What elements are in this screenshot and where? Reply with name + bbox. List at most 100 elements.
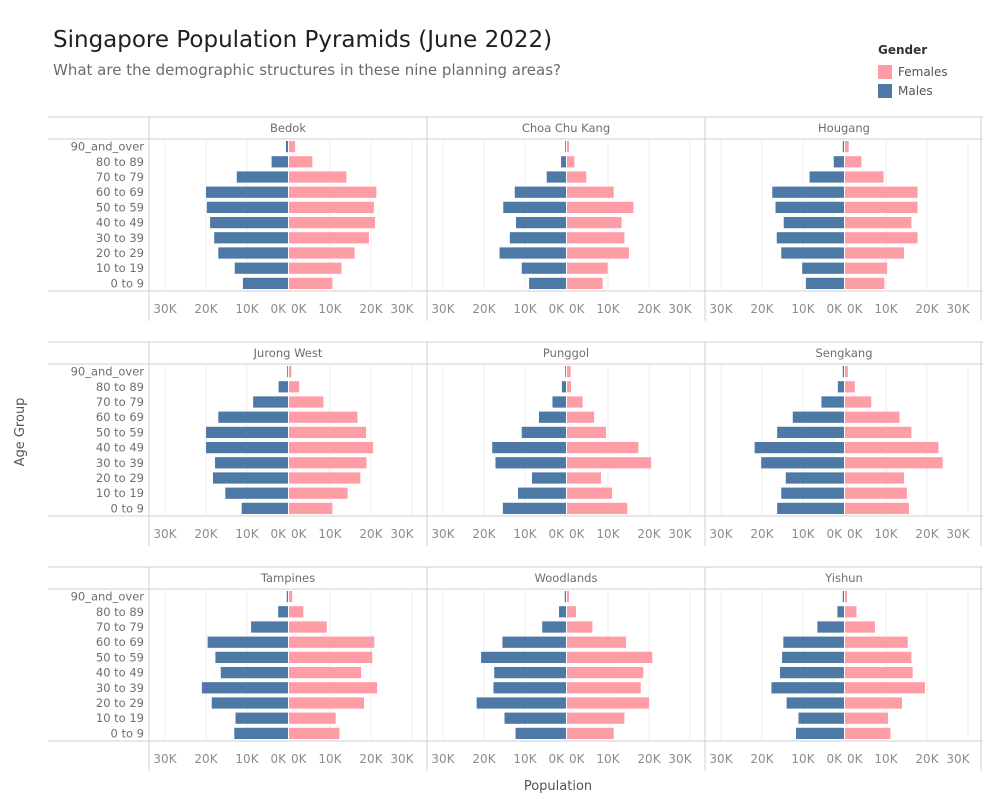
x-tick-label: 0K xyxy=(291,527,308,541)
bar-female xyxy=(567,232,625,244)
bar-male xyxy=(234,727,288,740)
x-tick-label: 30K xyxy=(431,302,455,316)
bar-male xyxy=(515,216,566,229)
bar-female xyxy=(845,140,849,153)
age-group-label: 20 to 29 xyxy=(96,246,144,260)
bar-male xyxy=(538,411,566,423)
age-group-label: 30 to 39 xyxy=(96,231,144,245)
legend-label-females: Females xyxy=(898,64,948,79)
bar-male xyxy=(225,487,288,499)
x-tick-label: 0K xyxy=(270,527,287,541)
legend-item-females[interactable]: Females xyxy=(878,62,948,81)
bar-female xyxy=(567,171,587,183)
bar-male xyxy=(206,186,288,198)
bar-male xyxy=(761,457,844,469)
x-tick-label: 30K xyxy=(946,302,970,316)
panel-title-woodlands: Woodlands xyxy=(535,571,598,585)
panel-title-tampines: Tampines xyxy=(260,571,315,585)
bar-female xyxy=(845,426,912,439)
bar-female xyxy=(567,381,572,393)
bar-female xyxy=(845,201,918,214)
bar-female xyxy=(567,712,625,724)
bar-male xyxy=(564,590,566,603)
bar-female xyxy=(289,712,336,724)
bar-female xyxy=(567,590,570,603)
x-axis-title: Population xyxy=(524,779,592,794)
bar-male xyxy=(278,381,288,393)
x-tick-label: 10K xyxy=(513,527,537,541)
x-tick-label: 0K xyxy=(847,752,864,766)
bar-male xyxy=(521,262,566,274)
age-group-label: 60 to 69 xyxy=(96,185,144,199)
chart-title: Singapore Population Pyramids (June 2022… xyxy=(53,27,553,53)
bar-female xyxy=(845,682,925,694)
bar-female xyxy=(289,727,340,740)
age-group-label: 80 to 89 xyxy=(96,380,144,394)
age-group-label: 40 to 49 xyxy=(96,666,144,680)
bar-female xyxy=(845,472,905,484)
bar-male xyxy=(775,201,844,214)
bar-female xyxy=(845,171,884,183)
bar-male xyxy=(754,441,844,454)
bar-female xyxy=(289,590,293,603)
bar-female xyxy=(289,682,378,694)
bar-male xyxy=(809,171,844,183)
bar-male xyxy=(842,365,844,378)
bar-male xyxy=(783,216,844,229)
bar-male xyxy=(559,606,566,618)
age-group-label: 0 to 9 xyxy=(111,501,145,515)
bar-female xyxy=(289,186,377,198)
bar-female xyxy=(845,247,905,259)
x-tick-label: 10K xyxy=(874,752,898,766)
bar-female xyxy=(845,396,872,408)
age-group-label: 90_and_over xyxy=(71,365,145,379)
x-tick-label: 0K xyxy=(548,752,565,766)
bar-female xyxy=(289,247,355,259)
age-group-label: 90_and_over xyxy=(71,590,145,604)
bar-male xyxy=(781,247,844,259)
bar-male xyxy=(561,381,566,393)
x-tick-label: 0K xyxy=(569,527,586,541)
bar-male xyxy=(780,666,844,679)
bar-female xyxy=(289,396,324,408)
bar-male xyxy=(837,606,844,618)
age-group-label: 60 to 69 xyxy=(96,635,144,649)
bar-female xyxy=(845,487,907,499)
panel-title-bedok: Bedok xyxy=(270,121,306,135)
age-group-label: 50 to 59 xyxy=(96,200,144,214)
bar-female xyxy=(567,411,595,423)
bar-male xyxy=(215,457,288,469)
x-tick-label: 10K xyxy=(791,302,815,316)
bar-female xyxy=(289,216,376,229)
x-tick-label: 20K xyxy=(194,302,218,316)
x-tick-label: 10K xyxy=(235,527,259,541)
x-tick-label: 30K xyxy=(431,752,455,766)
legend-label-males: Males xyxy=(898,83,933,98)
x-tick-label: 20K xyxy=(472,752,496,766)
chart-subtitle: What are the demographic structures in t… xyxy=(53,61,562,79)
x-tick-label: 10K xyxy=(235,752,259,766)
panel-title-jurong-west: Jurong West xyxy=(253,346,323,360)
bar-female xyxy=(845,381,855,393)
bar-female xyxy=(567,426,606,439)
bar-female xyxy=(845,186,918,198)
bar-female xyxy=(567,277,603,290)
x-tick-label: 30K xyxy=(668,302,692,316)
bar-male xyxy=(212,472,288,484)
bar-male xyxy=(521,426,566,439)
bar-male xyxy=(235,712,288,724)
legend-item-males[interactable]: Males xyxy=(878,81,948,100)
x-tick-label: 20K xyxy=(637,527,661,541)
x-tick-label: 20K xyxy=(915,302,939,316)
bar-male xyxy=(842,590,844,603)
age-group-label: 40 to 49 xyxy=(96,441,144,455)
bar-male xyxy=(565,365,566,378)
bar-female xyxy=(567,262,608,274)
bar-female xyxy=(567,472,602,484)
bar-male xyxy=(782,651,844,664)
bar-male xyxy=(565,140,566,153)
bar-female xyxy=(289,365,292,378)
x-tick-label: 0K xyxy=(826,752,843,766)
bar-female xyxy=(567,140,570,153)
